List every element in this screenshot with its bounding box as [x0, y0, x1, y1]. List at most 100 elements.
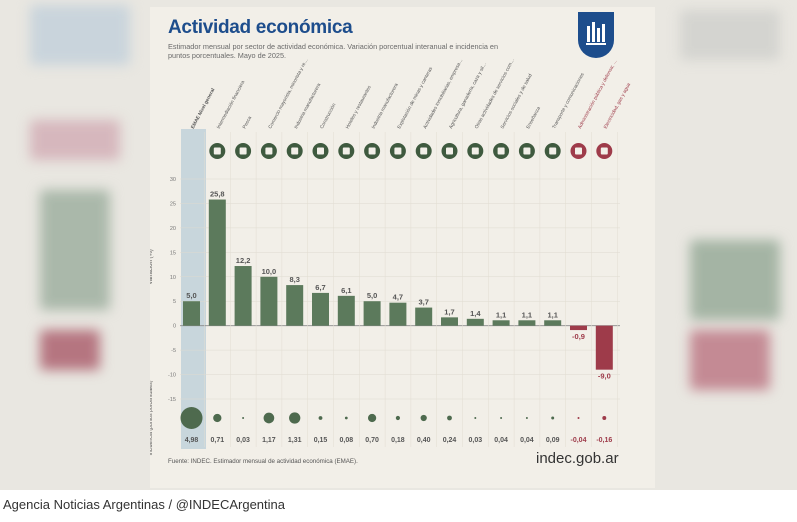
incidence-bubble: [289, 412, 301, 424]
y-tick-label: 0: [173, 324, 176, 330]
category-label: EMAE Nivel general: [190, 87, 216, 130]
incidence-value-label: -0,04: [571, 437, 587, 444]
gear-icon-glyph: [368, 147, 376, 155]
crane-icon-glyph: [317, 147, 324, 155]
health-icon-glyph: [497, 147, 505, 155]
y-tick-label: 30: [170, 177, 176, 183]
house-icon-glyph: [420, 147, 428, 155]
factory-icon-glyph: [291, 147, 299, 155]
bank-icon-glyph: [213, 147, 221, 155]
highlight-column: [181, 129, 206, 449]
category-label: Hoteles y restaurantes: [345, 84, 373, 130]
incidence-value-label: 0,24: [443, 437, 457, 444]
mine-icon-glyph: [394, 147, 402, 155]
incidence-bubble: [367, 413, 377, 423]
bar: [595, 325, 613, 370]
incidence-value-label: 4,98: [185, 437, 199, 444]
infographic-card: Actividad económica Estimador mensual po…: [150, 7, 655, 488]
incidence-value-label: 0,04: [494, 437, 508, 444]
incidence-bubble: [344, 416, 348, 420]
bar: [544, 320, 562, 326]
bar: [312, 292, 329, 326]
incidence-bubble: [242, 417, 245, 419]
incidence-value-label: 0,15: [314, 437, 328, 444]
incidence-axis-label: Incidencia (puntos porcentuales): [150, 380, 154, 455]
incidence-value-label: 0,70: [365, 437, 379, 444]
incidence-bubble: [395, 415, 400, 421]
indec-logo: [578, 12, 614, 58]
incidence-value-label: 0,04: [520, 437, 534, 444]
incidence-value-label: 1,17: [262, 437, 276, 444]
bar-value-label: 3,7: [418, 298, 428, 307]
backdrop-block: [30, 120, 120, 160]
incidence-value-label: -0,16: [596, 437, 612, 444]
incidence-bubble: [525, 417, 528, 419]
incidence-value-label: 0,03: [468, 437, 482, 444]
y-tick-label: -10: [168, 373, 176, 379]
bar: [234, 266, 252, 326]
tractor-icon-glyph: [446, 147, 453, 155]
bolt-icon-glyph: [600, 147, 608, 155]
bar: [286, 285, 304, 326]
backdrop-block: [40, 330, 100, 370]
bar-value-label: 4,7: [393, 293, 403, 302]
bar: [441, 317, 458, 326]
cart-icon-glyph: [265, 147, 273, 155]
backdrop-block: [690, 330, 770, 390]
fish-icon-glyph: [239, 147, 247, 155]
bed-icon-glyph: [342, 147, 350, 155]
bar-value-label: 6,1: [341, 286, 351, 295]
bar: [208, 199, 226, 326]
bar: [389, 302, 407, 326]
bar: [466, 318, 484, 326]
y-tick-label: 25: [170, 201, 176, 207]
incidence-value-label: 0,03: [236, 437, 250, 444]
chart-title: Actividad económica: [168, 17, 353, 38]
bar-chart: -15 -10 -5 0 5 10 15 20 25 30 Variación (%) Inciden…: [150, 57, 632, 455]
people-icon-glyph: [471, 147, 479, 155]
logo-bars-icon: [586, 22, 606, 45]
category-label: Pesca: [242, 115, 254, 130]
bar-value-label: 1,4: [470, 309, 481, 318]
y-tick-label: 20: [170, 226, 176, 232]
incidence-bubble: [420, 414, 427, 422]
bar: [183, 301, 200, 326]
incidence-value-label: 1,31: [288, 437, 302, 444]
image-caption: Agencia Noticias Argentinas / @INDECArge…: [3, 497, 286, 512]
incidence-value-label: 0,08: [339, 437, 353, 444]
source-note: Fuente: INDEC. Estimador mensual de acti…: [168, 458, 358, 465]
incidence-value-label: 0,09: [546, 437, 560, 444]
bar-value-label: -9,0: [598, 372, 611, 381]
y-axis-label: Variación (%): [150, 249, 154, 285]
category-label: Enseñanza: [525, 106, 542, 130]
bar-value-label: -0,9: [572, 332, 585, 341]
bus-icon-glyph: [549, 147, 557, 155]
incidence-bubble: [577, 417, 580, 419]
incidence-bubble: [263, 412, 275, 424]
backdrop-block: [40, 190, 110, 310]
incidence-bubble: [551, 416, 555, 420]
y-tick-label: 10: [170, 275, 176, 281]
brand-url: indec.gob.ar: [536, 450, 619, 467]
bar-value-label: 1,1: [547, 310, 557, 319]
incidence-bubble: [602, 416, 607, 420]
bar: [337, 295, 355, 326]
bar-value-label: 12,2: [236, 256, 251, 265]
backdrop-block: [30, 5, 130, 65]
category-label: Industria manufacturera: [371, 82, 400, 130]
bar-value-label: 8,3: [289, 275, 299, 284]
bar-value-label: 5,0: [186, 291, 196, 300]
bar-value-label: 6,7: [315, 283, 325, 292]
bar: [492, 320, 510, 326]
bar-value-label: 10,0: [262, 267, 277, 276]
bar: [260, 276, 278, 326]
incidence-bubble: [500, 417, 503, 419]
bar-value-label: 1,1: [496, 310, 506, 319]
incidence-bubble: [213, 413, 222, 423]
incidence-bubble: [447, 415, 452, 421]
y-tick-label: 5: [173, 299, 176, 305]
incidence-bubble: [474, 417, 477, 419]
backdrop-block: [680, 10, 780, 60]
bar: [518, 320, 536, 326]
incidence-value-label: 0,40: [417, 437, 431, 444]
